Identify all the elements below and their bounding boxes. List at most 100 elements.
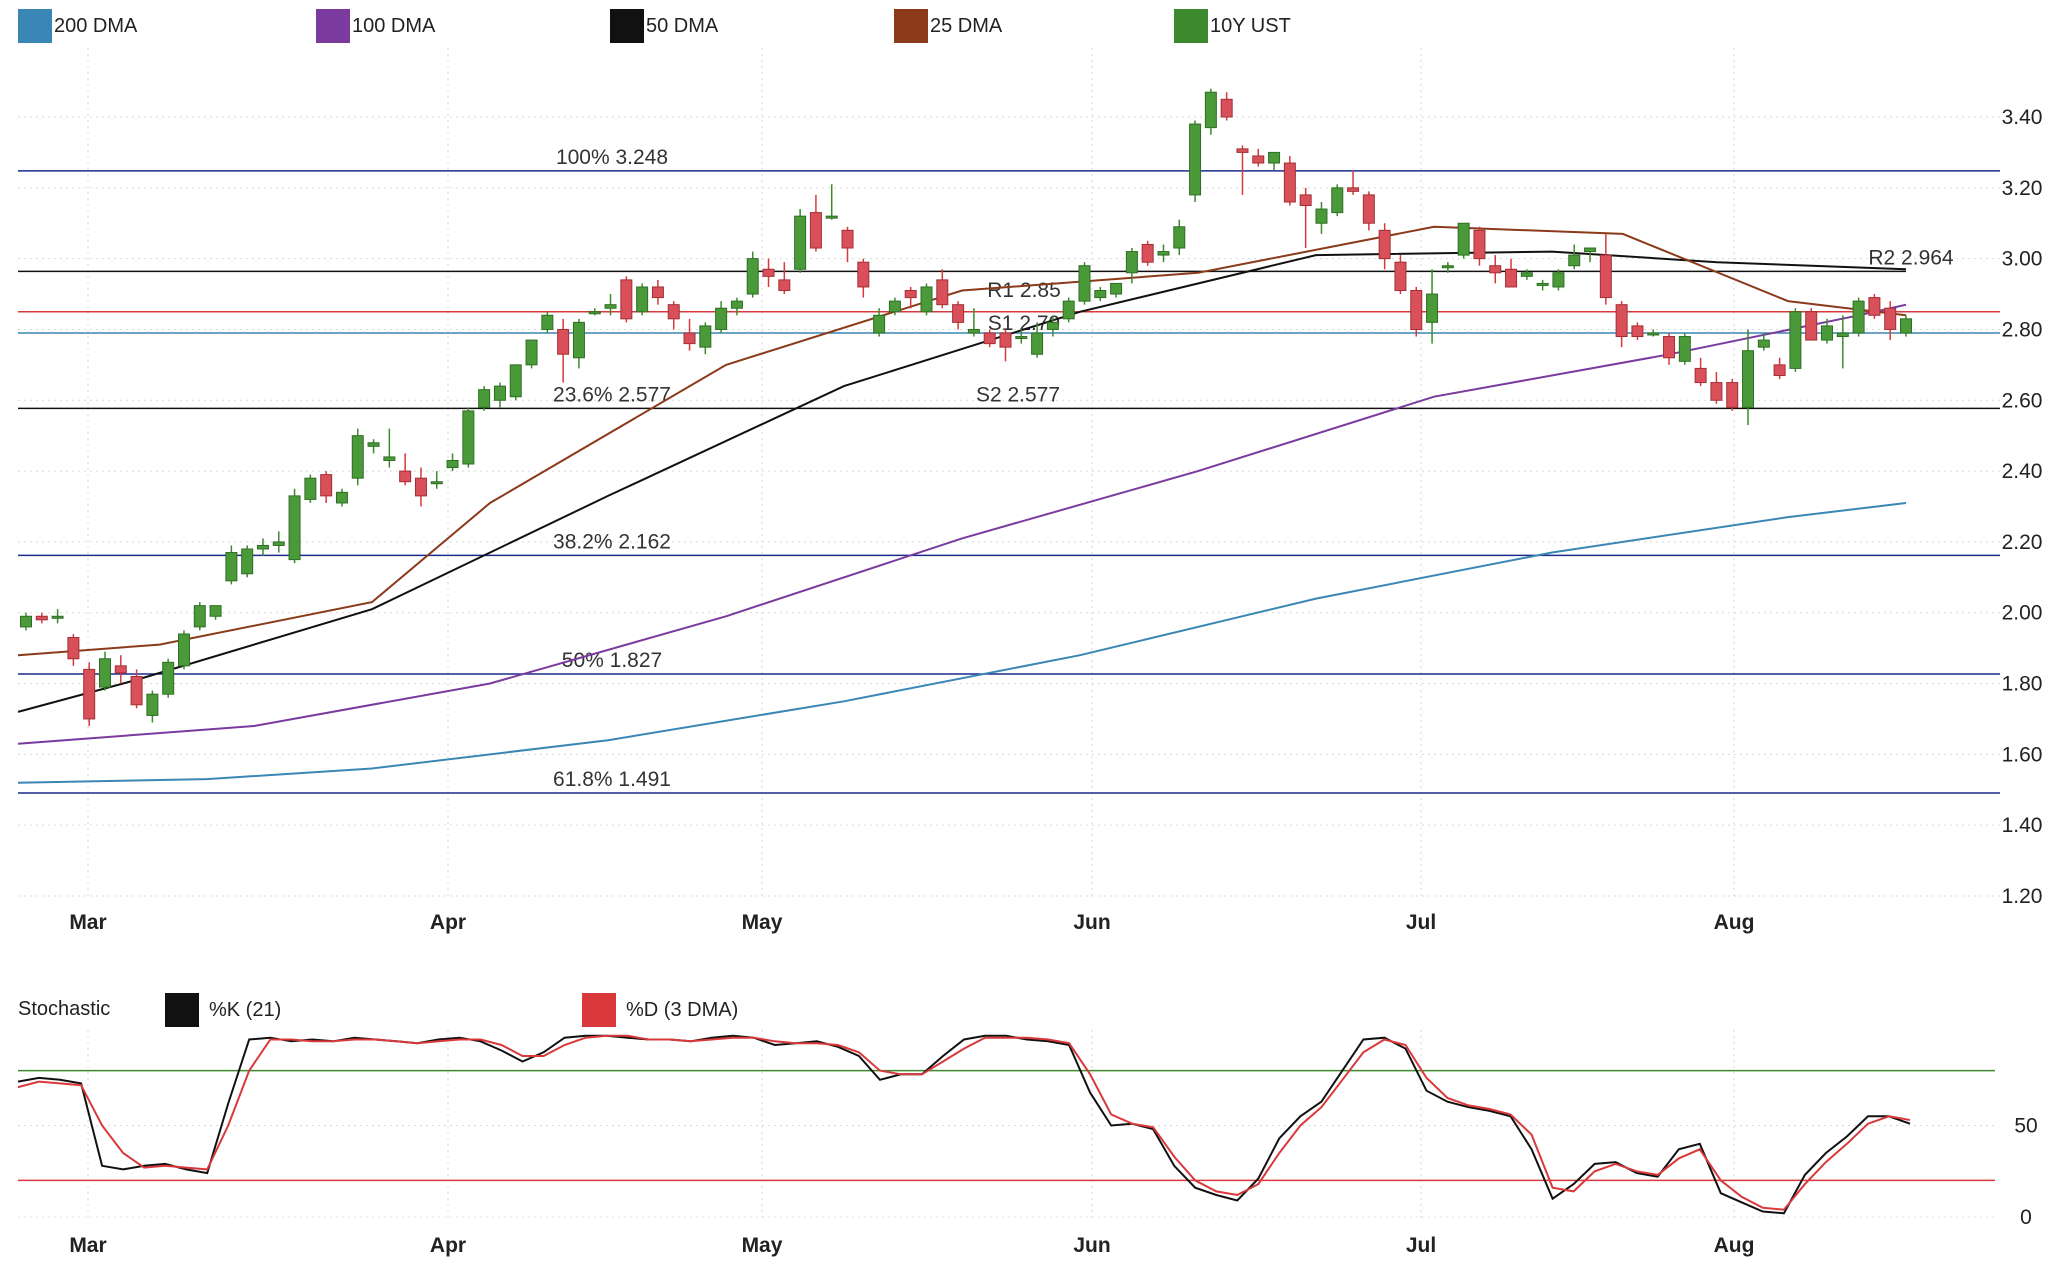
reference-line-label: 50% 1.827 [562,649,662,672]
price-x-month: May [742,911,783,934]
candle-body [1078,265,1091,302]
legend-100dma-swatch [316,9,350,43]
candle-body [1031,332,1044,355]
legend-25dma-label: 25 DMA [930,14,1003,37]
candle-body [1789,311,1802,369]
legend-200dma-swatch [18,9,52,43]
price-x-month: Aug [1714,911,1755,934]
stochastic-title: Stochastic [18,998,110,1021]
reference-line-label: 100% 3.248 [556,146,668,169]
candle-body [1331,187,1344,214]
candle-body [904,290,917,299]
legend-stoch-d-swatch [582,993,616,1027]
candle-body [1125,251,1138,274]
moving-average-200-dma [17,502,1907,784]
candle-body [272,541,285,546]
price-y-tick: 1.80 [2002,673,2043,696]
candle-body [399,470,412,483]
candle-body [762,268,775,277]
legend-10y-ust-swatch [1174,9,1208,43]
candle-body [857,261,870,288]
reference-line-label: 23.6% 2.577 [553,383,671,406]
candle-body [1189,123,1202,196]
price-y-tick: 3.20 [2002,177,2043,200]
stoch-series-0 [17,1034,1911,1215]
candle-body [1252,155,1265,164]
candle-body [794,215,807,270]
candle-body [604,304,617,309]
candle-body [1457,222,1470,256]
legend-100dma: 100 DMA [316,9,435,43]
price-y-tick: 3.00 [2002,248,2043,271]
candle-body [509,364,522,398]
candle-body [636,286,649,313]
candle-body [572,321,585,359]
candle-body [1647,332,1660,336]
price-x-month: Apr [430,911,466,934]
candle-body [1884,307,1897,330]
candle-body [162,661,175,695]
price-y-tick: 1.40 [2002,814,2043,837]
candle-body [1141,243,1154,263]
candle-body [873,314,886,334]
candle-body [209,605,222,617]
stoch-x-month: Jun [1073,1234,1110,1257]
candle-body [1062,300,1075,320]
legend-50dma: 50 DMA [610,9,718,43]
candle-body [1821,325,1834,341]
reference-line-label: 61.8% 1.491 [553,768,671,791]
candle-body [1520,272,1533,277]
candle-body [651,286,664,299]
candle-body [493,385,506,401]
candle-body [1362,194,1375,224]
candle-body [20,615,32,628]
candle-body [1473,229,1486,260]
candle-body [667,304,680,320]
legend-200dma: 200 DMA [18,9,137,43]
reference-line-label: 38.2% 2.162 [553,530,671,553]
legend-10y-ust-label: 10Y UST [1210,14,1291,37]
legend-stoch-d-label: %D (3 DMA) [626,998,739,1021]
candle-body [114,665,127,674]
candle-body [83,668,96,720]
candle-body [414,477,427,497]
legend-stoch-d: %D (3 DMA) [582,993,738,1027]
stoch-y-tick: 50 [2014,1115,2037,1138]
candle-body [1410,290,1423,330]
candle-body [256,544,269,550]
legend-50dma-label: 50 DMA [646,14,719,37]
candle-body [1836,332,1849,338]
candle-body [841,229,854,249]
candle-body [1615,304,1628,338]
candle-body [1110,282,1123,295]
moving-average-50-dma [17,250,1907,713]
candle-body [936,279,949,306]
candle-body [1173,226,1186,249]
candle-body [383,456,396,461]
candle-body [809,212,822,249]
candle-body [1157,251,1170,256]
candle-body [67,637,80,660]
candle-body [525,339,538,366]
price-x-month: Mar [69,911,106,934]
candle-body [1900,318,1912,334]
candle-body [1378,229,1391,260]
stoch-x-month: May [742,1234,783,1257]
candle-body [193,605,206,628]
candle-body [1441,265,1454,269]
candle-body [462,410,475,465]
reference-line-label: S2 2.577 [976,383,1060,406]
candle-body [1726,382,1739,408]
candle-body [1678,336,1691,362]
candle-body [1852,300,1865,334]
candle-body [177,633,190,667]
candle-body [1663,336,1676,359]
stoch-series-1 [17,1034,1911,1211]
candle-body [746,258,759,295]
candle-body [146,693,159,716]
moving-average-25-dma [17,225,1907,657]
candle-body [1015,336,1028,340]
candle-body [304,477,317,500]
candle-body [1805,311,1818,341]
candle-body [98,658,111,688]
